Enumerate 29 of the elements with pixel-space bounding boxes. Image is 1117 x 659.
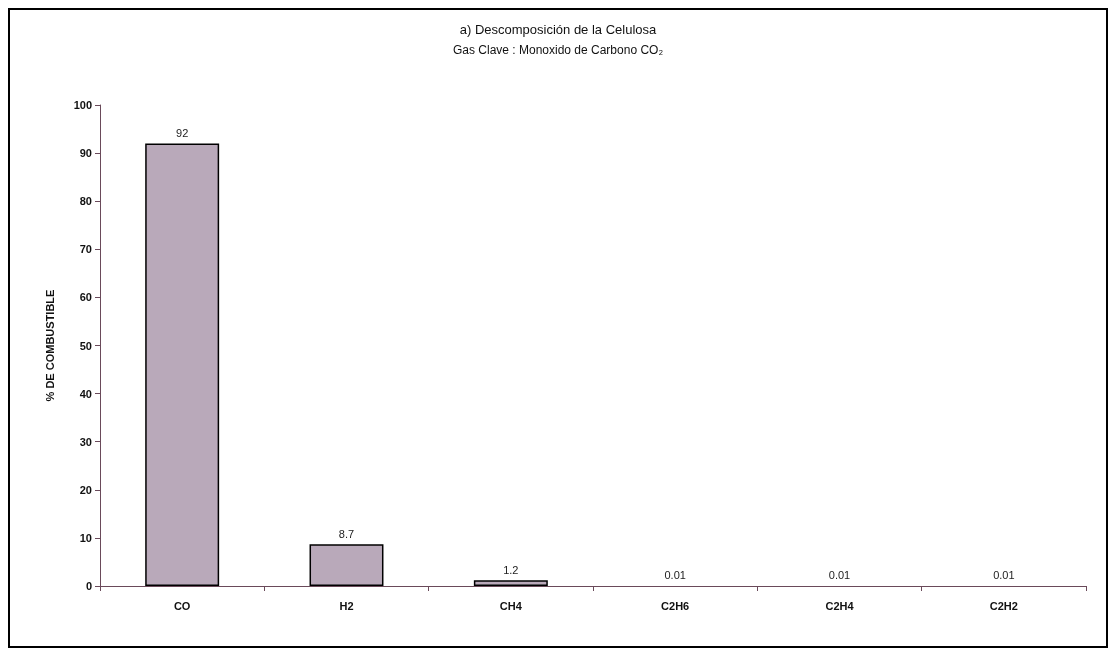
data-label: 0.01 [664, 569, 686, 582]
bar [473, 580, 548, 586]
x-tick-label: CH4 [499, 599, 523, 612]
y-tick-label: 40 [79, 387, 92, 400]
y-tick-label: 80 [79, 195, 92, 208]
y-tick-label: 90 [79, 147, 92, 160]
y-tick-label: 60 [79, 291, 92, 304]
y-tick-label: 10 [79, 531, 92, 544]
data-label: 0.01 [828, 569, 851, 582]
y-tick-label: 30 [79, 435, 92, 448]
y-tick-label: 100 [73, 99, 92, 111]
bar [309, 544, 384, 586]
x-tick-label: H2 [339, 599, 354, 612]
data-label: 0.01 [993, 569, 1015, 582]
data-label: 8.7 [338, 527, 355, 540]
x-tick-label: C2H6 [661, 599, 690, 612]
data-label: 1.2 [503, 563, 519, 576]
y-tick-label: 50 [79, 339, 92, 352]
y-tick-label: 70 [79, 243, 92, 256]
x-tick-label: C2H2 [989, 599, 1018, 612]
y-tick-label: 20 [79, 483, 92, 496]
bar [145, 143, 220, 586]
x-tick-label: C2H4 [825, 599, 855, 612]
y-axis-title: % DE COMBUSTIBLE [43, 289, 56, 402]
x-tick-label: CO [173, 599, 191, 612]
chart-subtitle: Gas Clave : Monoxido de Carbono CO₂ [452, 43, 664, 57]
data-label: 92 [176, 126, 189, 139]
y-tick-label: 0 [85, 580, 92, 592]
chart-title: a) Descomposición de la Celulosa [459, 22, 658, 37]
